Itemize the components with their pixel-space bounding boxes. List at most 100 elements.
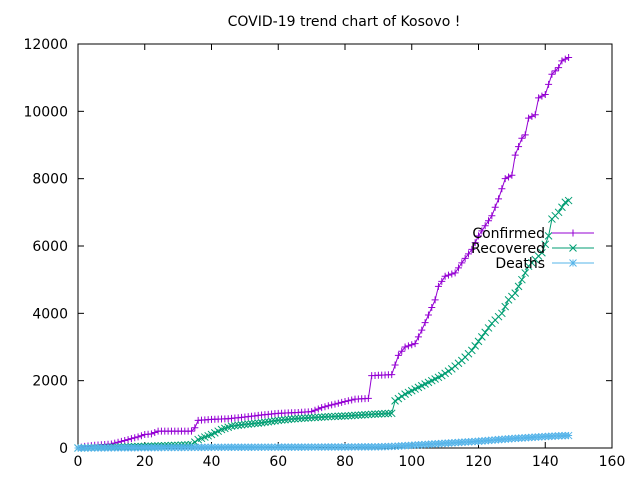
data-point xyxy=(408,341,416,349)
data-point xyxy=(147,430,155,438)
data-point xyxy=(328,401,336,409)
data-point xyxy=(521,131,529,139)
data-point xyxy=(151,429,159,437)
data-point xyxy=(324,402,332,410)
data-point xyxy=(511,289,520,297)
y-tick-label: 2000 xyxy=(32,374,68,390)
data-point xyxy=(331,400,339,408)
legend-marker xyxy=(569,244,577,252)
data-point xyxy=(267,417,276,426)
data-point xyxy=(564,196,573,205)
data-point xyxy=(264,417,273,426)
data-point xyxy=(364,394,372,402)
legend-label-recovered: Recovered xyxy=(471,241,545,257)
data-point xyxy=(361,410,369,419)
data-point xyxy=(257,418,266,427)
data-point xyxy=(137,432,145,440)
data-point xyxy=(374,410,383,418)
data-point xyxy=(468,245,476,253)
data-point xyxy=(388,371,396,379)
series-deaths xyxy=(74,431,573,452)
data-point xyxy=(564,431,573,440)
legend-label-deaths: Deaths xyxy=(495,256,545,272)
data-point xyxy=(318,404,326,412)
data-point xyxy=(371,410,379,419)
x-tick-label: 160 xyxy=(599,454,626,470)
data-point xyxy=(391,397,399,405)
data-point xyxy=(291,414,299,423)
data-point xyxy=(535,94,543,102)
data-point xyxy=(531,111,539,119)
data-point xyxy=(314,413,323,422)
data-point xyxy=(367,410,376,419)
data-point xyxy=(441,272,449,280)
data-point xyxy=(377,409,386,418)
data-point xyxy=(307,413,316,422)
x-tick-label: 0 xyxy=(74,454,83,470)
data-point xyxy=(241,420,249,429)
data-point xyxy=(254,419,263,427)
data-point xyxy=(521,269,530,277)
data-point xyxy=(548,70,556,78)
y-tick-label: 6000 xyxy=(32,239,68,255)
data-point xyxy=(525,114,533,122)
data-point xyxy=(438,277,446,285)
data-point xyxy=(484,324,493,332)
data-point xyxy=(348,396,356,404)
data-point xyxy=(505,173,513,181)
data-point xyxy=(461,254,469,262)
data-point xyxy=(444,367,453,375)
data-point xyxy=(477,333,486,341)
chart-title: COVID-19 trend chart of Kosovo ! xyxy=(228,14,461,30)
x-tick-label: 20 xyxy=(136,454,154,470)
data-point xyxy=(227,422,236,430)
x-tick-label: 140 xyxy=(532,454,559,470)
data-point xyxy=(351,411,359,420)
data-point xyxy=(481,222,489,230)
data-point xyxy=(498,185,506,193)
data-point xyxy=(274,416,283,425)
data-point xyxy=(491,203,499,211)
data-point xyxy=(541,240,550,249)
data-point xyxy=(488,212,496,220)
data-point xyxy=(538,92,546,100)
data-point xyxy=(381,409,389,418)
data-point xyxy=(251,419,259,428)
data-point xyxy=(394,394,403,403)
data-point xyxy=(321,403,329,411)
data-point xyxy=(565,53,573,61)
data-point xyxy=(475,232,482,240)
x-tick-label: 80 xyxy=(336,454,354,470)
x-tick-label: 60 xyxy=(269,454,287,470)
data-point xyxy=(518,275,526,284)
data-point xyxy=(341,398,349,406)
data-point xyxy=(471,342,480,350)
data-point xyxy=(441,369,449,378)
data-point xyxy=(558,57,566,65)
data-point xyxy=(317,413,326,421)
data-point xyxy=(294,414,303,423)
data-point xyxy=(391,361,399,369)
data-point xyxy=(498,309,506,318)
data-point xyxy=(311,413,319,422)
data-point xyxy=(304,414,313,422)
data-point xyxy=(431,296,439,304)
x-tick-label: 40 xyxy=(203,454,221,470)
data-point xyxy=(555,64,563,72)
legend-marker xyxy=(569,229,577,237)
data-point xyxy=(337,412,346,421)
data-point xyxy=(134,433,142,441)
data-point xyxy=(277,416,286,424)
data-point xyxy=(444,271,452,279)
data-point xyxy=(387,409,396,418)
data-point xyxy=(331,412,339,421)
data-point xyxy=(244,420,253,428)
data-point xyxy=(481,328,490,337)
data-point xyxy=(384,409,393,418)
data-point xyxy=(271,417,279,425)
data-point xyxy=(314,405,322,413)
data-point xyxy=(334,399,342,407)
data-point xyxy=(334,412,343,421)
